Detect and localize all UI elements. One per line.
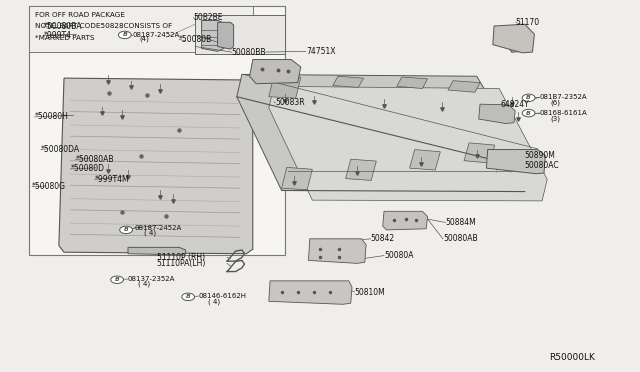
Text: 50842: 50842	[371, 234, 395, 243]
Text: (4): (4)	[140, 36, 149, 42]
Text: *50080D: *50080D	[70, 164, 104, 173]
Polygon shape	[269, 86, 547, 201]
Text: 08137-2352A: 08137-2352A	[128, 276, 175, 282]
Text: 08187-2452A: 08187-2452A	[134, 225, 182, 231]
Text: 08146-6162H: 08146-6162H	[198, 293, 246, 299]
Text: *999T4: *999T4	[44, 31, 72, 40]
Polygon shape	[308, 239, 366, 263]
Polygon shape	[448, 81, 480, 92]
Text: ( 4): ( 4)	[144, 230, 156, 237]
Text: *MARKED PARTS: *MARKED PARTS	[35, 35, 95, 41]
Text: B: B	[186, 294, 191, 299]
Polygon shape	[282, 167, 312, 190]
Text: 08168-6161A: 08168-6161A	[540, 110, 588, 116]
Text: (6): (6)	[550, 99, 561, 106]
Text: 50B2BE: 50B2BE	[193, 13, 223, 22]
Polygon shape	[59, 78, 253, 254]
Text: 50080AB: 50080AB	[443, 234, 477, 243]
Polygon shape	[128, 247, 186, 255]
Text: 50083R: 50083R	[275, 98, 305, 107]
Polygon shape	[383, 211, 428, 230]
Polygon shape	[486, 150, 545, 174]
Text: 50080AC: 50080AC	[525, 161, 559, 170]
Text: *50080DA: *50080DA	[41, 145, 80, 154]
Text: NOTE, PART CODE50828CONSISTS OF: NOTE, PART CODE50828CONSISTS OF	[35, 23, 172, 29]
Text: 081B7-2352A: 081B7-2352A	[540, 94, 587, 100]
Text: 50080BB: 50080BB	[232, 48, 266, 57]
Text: *50080G: *50080G	[32, 182, 66, 191]
Text: *50080B: *50080B	[179, 35, 212, 44]
Text: *50080BA: *50080BA	[44, 22, 82, 31]
Bar	[29, 6, 285, 255]
Polygon shape	[333, 76, 364, 87]
Circle shape	[118, 31, 131, 39]
Text: 08187-2452A: 08187-2452A	[132, 32, 180, 38]
Text: 74751X: 74751X	[306, 47, 335, 56]
Polygon shape	[250, 60, 301, 84]
Text: 50080A: 50080A	[384, 251, 413, 260]
Text: (3): (3)	[550, 115, 561, 122]
Text: 64824Y: 64824Y	[500, 100, 529, 109]
Text: 51170: 51170	[516, 18, 540, 27]
Text: B: B	[122, 32, 127, 38]
Polygon shape	[479, 104, 515, 124]
Polygon shape	[269, 75, 301, 98]
Bar	[29, 6, 253, 52]
Polygon shape	[493, 24, 534, 53]
Text: *50080H: *50080H	[35, 112, 68, 121]
Polygon shape	[397, 77, 428, 89]
Text: 50884M: 50884M	[445, 218, 476, 227]
Text: *50080AB: *50080AB	[76, 155, 114, 164]
Circle shape	[182, 293, 195, 301]
Text: 51110P (RH): 51110P (RH)	[157, 253, 205, 262]
Text: B: B	[526, 95, 531, 100]
Bar	[195, 15, 285, 54]
Text: 50890M: 50890M	[525, 151, 556, 160]
Polygon shape	[410, 150, 440, 170]
Polygon shape	[464, 143, 495, 163]
Text: ( 4): ( 4)	[138, 281, 150, 288]
Polygon shape	[346, 159, 376, 180]
Text: 50810M: 50810M	[355, 288, 385, 296]
Polygon shape	[269, 281, 352, 304]
Text: B: B	[526, 110, 531, 116]
Text: B: B	[115, 277, 120, 282]
Text: R50000LK: R50000LK	[549, 353, 595, 362]
Polygon shape	[218, 22, 234, 49]
Circle shape	[111, 276, 124, 283]
Text: ( 4): ( 4)	[208, 298, 220, 305]
Polygon shape	[237, 74, 531, 192]
Circle shape	[522, 94, 535, 102]
Text: 51110PA(LH): 51110PA(LH)	[157, 259, 206, 268]
Polygon shape	[202, 20, 224, 51]
Text: B: B	[124, 227, 129, 232]
Circle shape	[120, 226, 132, 234]
Text: FOR OFF ROAD PACKAGE: FOR OFF ROAD PACKAGE	[35, 12, 125, 17]
Text: *999T4M: *999T4M	[95, 175, 129, 184]
Circle shape	[522, 109, 535, 117]
